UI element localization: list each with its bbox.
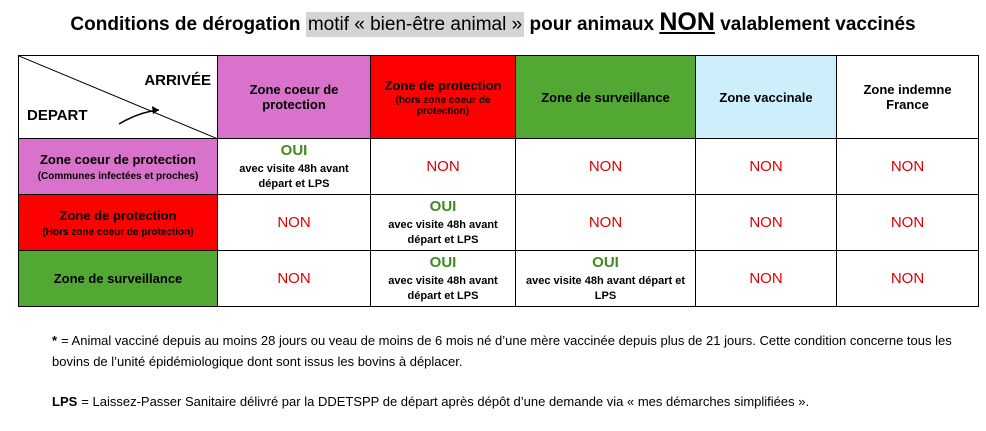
cell: NON [836, 250, 979, 307]
row-label: Zone de protection [59, 208, 177, 223]
answer-detail: avec visite 48h avant départ et LPS [388, 218, 498, 246]
column-header: Zone de surveillance [515, 55, 696, 139]
title-text: pour animaux [529, 14, 655, 35]
title-highlight: motif « bien-être animal » [305, 12, 525, 37]
column-label: Zone de protection [384, 77, 502, 93]
note-text: = Laissez-Passer Sanitaire délivré par l… [81, 394, 810, 409]
answer: OUI [280, 141, 308, 159]
title-emphasis: NON [659, 8, 715, 36]
cell: NON [370, 138, 516, 195]
corner-graphic [19, 56, 218, 139]
answer: NON [890, 213, 925, 231]
row-note: (Hors zone coeur de protection) [42, 227, 194, 238]
answer: NON [890, 269, 925, 287]
title-text: valablement vaccinés [720, 14, 916, 35]
cell: NON [515, 194, 696, 251]
note: * = Animal vacciné depuis au moins 28 jou… [52, 330, 962, 372]
note-marker: * [52, 333, 58, 348]
table-row: Zone de surveillance NON OUI avec visite 48… [18, 250, 979, 307]
column-header: Zone indemne France [836, 55, 979, 139]
derogation-table: ARRIVÉE DEPART Zone coeur de protection Z… [18, 55, 979, 307]
answer: NON [749, 157, 783, 175]
note-text: = Animal vacciné depuis au moins 28 jour… [52, 333, 952, 369]
cell: NON [695, 194, 837, 251]
cell: NON [515, 138, 696, 195]
table-row: Zone de protection (Hors zone coeur de pr… [18, 194, 979, 251]
row-note: (Communes infectées et proches) [37, 171, 199, 182]
row-header: Zone de surveillance [18, 250, 218, 307]
answer-detail: avec visite 48h avant départ et LPS [239, 162, 349, 190]
answer: NON [588, 213, 623, 231]
corner-cell: ARRIVÉE DEPART [18, 55, 218, 139]
title: Conditions de dérogation motif « bien-êt… [0, 8, 986, 37]
page: { "title": {"part1": "Conditions de déro… [0, 8, 986, 409]
cell: NON [217, 194, 371, 251]
answer: NON [277, 269, 311, 287]
cell: NON [695, 138, 837, 195]
row-header: Zone coeur de protection (Communes infect… [18, 138, 218, 195]
row-label: Zone de surveillance [53, 270, 183, 286]
notes: * = Animal vacciné depuis au moins 28 jou… [52, 330, 962, 431]
arrival-label: ARRIVÉE [144, 72, 211, 89]
cell: NON [695, 250, 837, 307]
answer: OUI [429, 197, 457, 215]
answer-detail: avec visite 48h avant départ et LPS [388, 274, 498, 302]
answer: OUI [592, 253, 619, 271]
answer: NON [588, 157, 623, 175]
departure-label: DEPART [27, 107, 88, 124]
cell: OUI avec visite 48h avant départ et LPS [217, 138, 371, 195]
title-text: Conditions de dérogation [70, 14, 301, 35]
header-row: ARRIVÉE DEPART Zone coeur de protection Z… [18, 55, 979, 139]
answer-detail: avec visite 48h avant départ et LPS [526, 274, 685, 302]
column-label: Zone de surveillance [541, 89, 670, 105]
column-label: Zone indemne France [863, 82, 952, 112]
cell: NON [217, 250, 371, 307]
cell: OUI avec visite 48h avant départ et LPS [370, 250, 516, 307]
answer: NON [890, 157, 925, 175]
cell: OUI avec visite 48h avant départ et LPS [370, 194, 516, 251]
row-label: Zone coeur de protection [39, 152, 196, 167]
column-label: Zone vaccinale [719, 89, 813, 105]
note-marker: LPS [52, 394, 78, 409]
cell: NON [836, 138, 979, 195]
note: LPS = Laissez-Passer Sanitaire délivré pa… [52, 391, 962, 412]
answer: NON [749, 269, 783, 287]
answer: NON [749, 213, 783, 231]
column-header: Zone coeur de protection [217, 55, 371, 139]
table-row: Zone coeur de protection (Communes infect… [18, 138, 979, 195]
column-label: Zone coeur de protection [249, 82, 339, 112]
answer: NON [277, 213, 311, 231]
column-note: (hors zone coeur de protection) [395, 94, 491, 117]
cell: NON [836, 194, 979, 251]
column-header: Zone vaccinale [695, 55, 837, 139]
row-header: Zone de protection (Hors zone coeur de pr… [18, 194, 218, 251]
column-header: Zone de protection (hors zone coeur de pr… [370, 55, 516, 139]
answer: NON [426, 157, 460, 175]
cell: OUI avec visite 48h avant départ et LPS [515, 250, 696, 307]
answer: OUI [429, 253, 457, 271]
